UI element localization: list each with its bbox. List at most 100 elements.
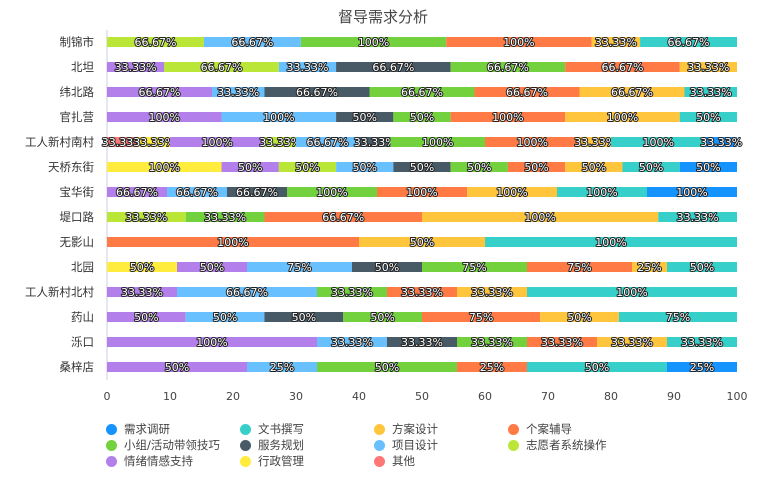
bar-segment: [107, 212, 186, 222]
bar-segment: [446, 37, 592, 47]
bar-segment-label: 50%: [238, 161, 262, 174]
bar-segment-label: 66.67%: [506, 86, 548, 99]
bar-segment: [278, 62, 337, 72]
legend-item[interactable]: 服务规划: [240, 437, 304, 453]
bar-segment: [667, 362, 737, 372]
legend-item[interactable]: 其他: [374, 453, 415, 469]
legend-marker-icon: [508, 439, 519, 451]
bar-segment: [295, 137, 359, 147]
bar-segment: [527, 362, 667, 372]
bar-segment-label: 100%: [316, 186, 347, 199]
bar-segment: [679, 162, 737, 172]
bar-segment-label: 66.67%: [139, 86, 181, 99]
bar-segment-label: 100%: [406, 186, 437, 199]
bar-segment: [507, 162, 566, 172]
bar-segment-label: 50%: [410, 236, 434, 249]
y-category-label: 制锦市: [60, 35, 95, 49]
legend-item[interactable]: 志愿者系统操作: [508, 437, 607, 453]
legend-item[interactable]: 情绪情感支持: [106, 453, 193, 469]
bar-segment-label: 33.33%: [331, 336, 373, 349]
bar-segment: [591, 37, 641, 47]
y-category-label: 纬北路: [60, 85, 95, 99]
bar-segment: [456, 287, 527, 297]
bar-segment: [667, 262, 737, 272]
legend-item[interactable]: 个案辅导: [508, 421, 572, 437]
bar-segment-label: 66.67%: [296, 86, 338, 99]
bar-segment: [387, 337, 458, 347]
bar-segment: [247, 362, 317, 372]
bar-segment: [565, 162, 623, 172]
bar-segment: [450, 62, 566, 72]
legend-label: 小组/活动带领技巧: [124, 438, 220, 452]
bar-segment: [422, 312, 541, 322]
bar-segment-label: 100%: [217, 236, 248, 249]
bar-segment: [107, 137, 139, 147]
legend-item[interactable]: 行政管理: [240, 453, 304, 469]
bar-segment-label: 33.33%: [204, 211, 246, 224]
bar-segment-label: 33.33%: [611, 336, 653, 349]
legend-item[interactable]: 项目设计: [374, 437, 438, 453]
bar-segment-label: 33.33%: [401, 336, 443, 349]
bar-segment: [107, 162, 222, 172]
bar-segment-label: 100%: [607, 111, 638, 124]
bar-segment-label: 100%: [358, 36, 389, 49]
bar-segment: [658, 212, 737, 222]
legend-item[interactable]: 文书撰写: [240, 421, 304, 437]
bar-segment: [107, 362, 247, 372]
legend-marker-icon: [508, 423, 519, 435]
bar-segment-label: 50%: [213, 311, 237, 324]
bar-segment: [352, 262, 422, 272]
bar-segment: [343, 312, 422, 322]
bar-segment: [632, 262, 667, 272]
legend-marker-icon: [106, 423, 117, 435]
bar-segment-label: 50%: [292, 311, 316, 324]
bar-segment: [107, 187, 168, 197]
bar-segment-label: 33.33%: [354, 136, 396, 149]
bar-segment: [527, 262, 632, 272]
bar-segment-label: 50%: [696, 161, 720, 174]
legend-marker-icon: [240, 439, 251, 451]
bar-segment: [264, 87, 370, 97]
y-category-label: 北坦: [71, 60, 94, 74]
legend-marker-icon: [374, 423, 385, 435]
bar-segment-label: 33.33%: [401, 286, 443, 299]
bar-segment-label: 100%: [492, 111, 523, 124]
bar-segment-label: 33.33%: [595, 36, 637, 49]
bar-segment-label: 50%: [585, 361, 609, 374]
legend-item[interactable]: 小组/活动带领技巧: [106, 437, 220, 453]
bar-segment: [565, 62, 680, 72]
bar-segment-label: 75%: [469, 311, 493, 324]
x-tick-label: 90: [667, 390, 681, 403]
legend-label: 志愿者系统操作: [526, 438, 607, 452]
bar-segment-label: 100%: [149, 111, 180, 124]
bar-segment-label: 50%: [295, 161, 319, 174]
bar-segment: [393, 112, 451, 122]
bar-segment-label: 66.67%: [322, 211, 364, 224]
legend-item[interactable]: 方案设计: [374, 421, 438, 437]
bar-segment-label: 100%: [202, 136, 233, 149]
bar-segment: [317, 337, 388, 347]
bar-segment-label: 75%: [567, 261, 591, 274]
y-category-label: 桑梓店: [60, 360, 95, 374]
bar-segment: [422, 262, 527, 272]
bar-segment: [287, 187, 378, 197]
bar-segment-label: 50%: [375, 261, 399, 274]
bar-segment-label: 50%: [375, 361, 399, 374]
bar-segment-label: 100%: [263, 111, 294, 124]
bar-segment-label: 50%: [370, 311, 394, 324]
bar-segment: [647, 187, 737, 197]
bar-segment-label: 33.33%: [690, 86, 732, 99]
bar-segment: [684, 87, 737, 97]
legend-item[interactable]: 需求调研: [106, 421, 170, 437]
y-category-label: 无影山: [60, 235, 95, 249]
bar-segment: [167, 187, 228, 197]
x-tick-label: 80: [604, 390, 618, 403]
bar-segment: [212, 87, 265, 97]
bar-segment-label: 50%: [410, 161, 434, 174]
bar-segment: [457, 362, 527, 372]
y-category-label: 官扎营: [60, 110, 95, 124]
bar-segment: [387, 287, 457, 297]
x-tick-label: 60: [478, 390, 492, 403]
bar-segment-label: 100%: [524, 211, 555, 224]
bar-segment: [640, 37, 737, 47]
